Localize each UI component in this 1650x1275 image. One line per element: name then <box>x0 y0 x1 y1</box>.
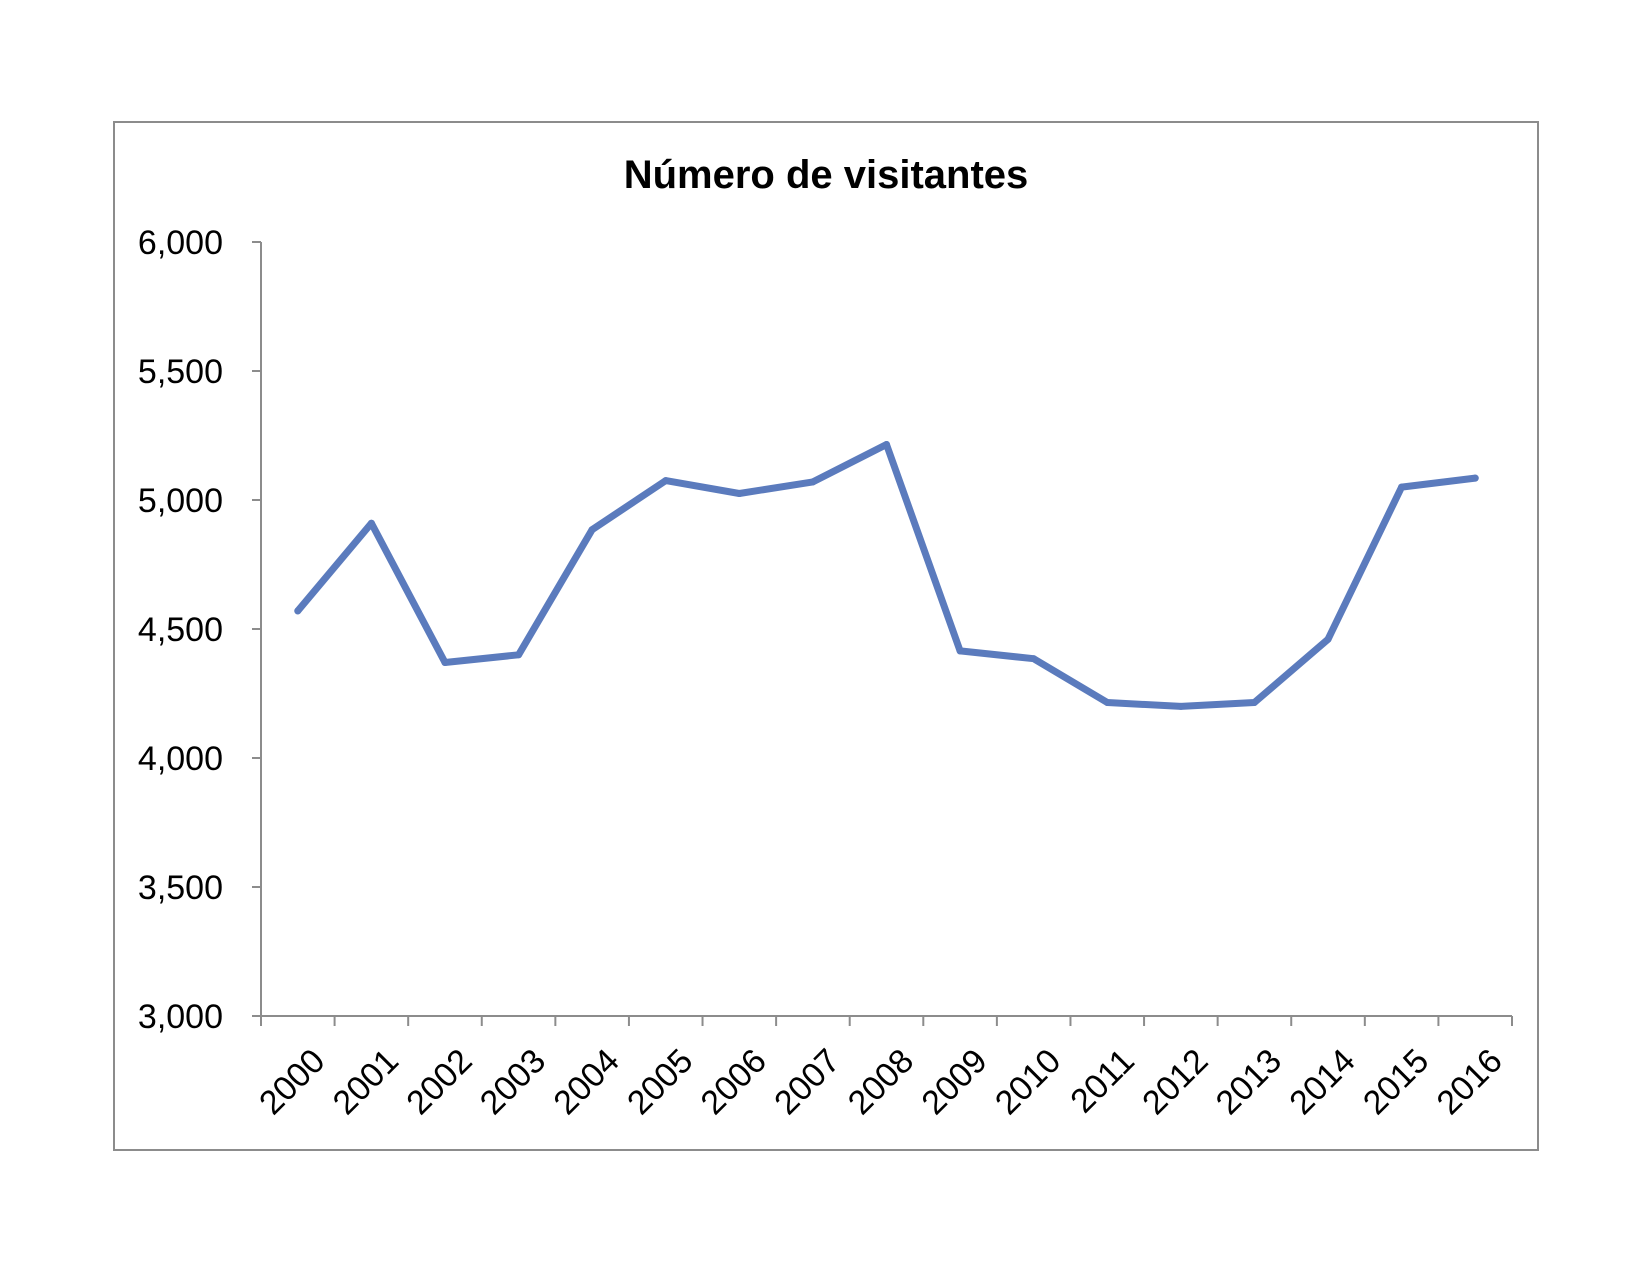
data-point <box>809 478 817 486</box>
data-point <box>367 519 375 527</box>
series-layer <box>294 441 1479 710</box>
y-tick-label: 4,500 <box>138 611 223 649</box>
x-tick-label: 2000 <box>252 1042 332 1122</box>
chart-title: Número de visitantes <box>624 153 1029 197</box>
x-tick-label: 2008 <box>841 1042 921 1122</box>
y-tick-label: 6,000 <box>138 224 223 262</box>
x-tick-label: 2012 <box>1135 1042 1215 1122</box>
data-point <box>441 659 449 666</box>
x-tick-label: 2006 <box>694 1042 774 1122</box>
x-tick-label: 2005 <box>620 1042 700 1122</box>
chart-frame <box>113 121 1539 1151</box>
data-point <box>1177 702 1185 710</box>
x-tick-label: 2014 <box>1282 1042 1362 1122</box>
x-tick-label: 2002 <box>399 1042 479 1122</box>
x-tick-label: 2011 <box>1063 1042 1142 1121</box>
y-axis: 6,000 5,500 5,000 4,500 4,000 3,500 3,000 <box>138 224 262 1036</box>
x-tick-label: 2016 <box>1429 1042 1509 1122</box>
series-line <box>294 441 1479 710</box>
data-point <box>883 441 890 448</box>
data-point <box>1398 483 1406 491</box>
data-point <box>1250 699 1258 706</box>
y-tick-label: 3,500 <box>138 869 223 907</box>
y-tick-label: 5,000 <box>138 482 223 520</box>
data-point <box>662 477 670 485</box>
x-tick-label: 2010 <box>988 1042 1068 1122</box>
x-tick-label: 2003 <box>473 1042 553 1122</box>
x-tick-label: 2009 <box>914 1042 994 1122</box>
x-tick-label: 2001 <box>326 1042 406 1122</box>
data-point <box>1471 474 1479 482</box>
data-point <box>1103 699 1111 706</box>
y-tick-label: 3,000 <box>138 998 223 1036</box>
y-tick-label: 5,500 <box>138 353 223 391</box>
data-point <box>1030 655 1038 663</box>
y-tick-label: 4,000 <box>138 740 223 778</box>
data-point <box>588 526 596 534</box>
data-point <box>1324 635 1332 643</box>
x-tick-label: 2013 <box>1209 1042 1289 1122</box>
data-point <box>515 651 523 659</box>
x-tick-label: 2015 <box>1356 1042 1436 1122</box>
data-point <box>735 490 743 497</box>
x-tick-label: 2007 <box>767 1042 847 1122</box>
x-axis: 2000200120022003200420052006200720082009… <box>252 1015 1513 1122</box>
x-tick-label: 2004 <box>546 1042 626 1122</box>
data-point <box>294 607 302 615</box>
data-point <box>956 647 964 655</box>
